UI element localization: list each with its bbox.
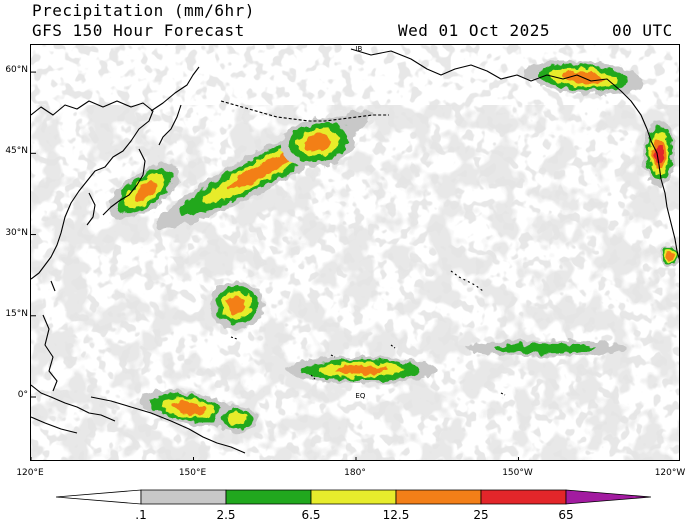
colorbar-label: 2.5	[216, 508, 236, 522]
precipitation-map	[30, 44, 680, 461]
colorbar-label: 25	[473, 508, 489, 522]
colorbar-segment	[140, 489, 227, 505]
colorbar-segment	[225, 489, 312, 505]
lon-label: 120°E	[16, 468, 44, 478]
itcz-east-level-2	[495, 343, 596, 354]
valid-date: Wed 01 Oct 2025	[398, 21, 550, 40]
map-annotation: EQ	[355, 392, 366, 400]
map-canvas	[31, 45, 679, 460]
colorbar-label: 6.5	[301, 508, 321, 522]
coastline-hawaii	[450, 270, 484, 292]
lat-label: 60°N	[5, 65, 28, 76]
colorbar-label: .1	[135, 508, 147, 522]
lon-label: 120°W	[654, 468, 686, 478]
colorbar-label: 12.5	[382, 508, 410, 522]
storm-north-pacific-core-level-4	[305, 133, 332, 152]
storm-itcz-central-level-4	[335, 365, 388, 375]
colorbar-segment	[56, 489, 142, 505]
lon-label: 150°E	[178, 468, 207, 478]
storm-solomon-level-3	[227, 412, 247, 425]
storm-new-guinea	[139, 389, 237, 426]
colorbar-segment	[310, 489, 397, 505]
chart-title: Precipitation (mm/6hr)	[32, 1, 255, 20]
coastline-alaska	[350, 48, 668, 208]
lat-label: 0°	[17, 390, 28, 400]
coastline-kamchatka	[150, 66, 200, 146]
colorbar-segment	[480, 489, 567, 505]
lat-label: 30°N	[5, 227, 28, 238]
storm-off-mexico	[659, 245, 679, 268]
forecast-subtitle: GFS 150 Hour Forecast	[32, 21, 245, 40]
coastline-west-north-america	[666, 206, 679, 261]
colorbar-segment	[565, 489, 651, 505]
storm-japan-level-4	[132, 181, 157, 201]
colorbar-segment	[395, 489, 482, 505]
storm-north-pacific-core	[280, 117, 356, 168]
storm-north-pacific-band-level-4	[226, 148, 302, 191]
coastline-borneo-indonesia	[31, 384, 116, 434]
coastline-japan	[102, 148, 146, 216]
storm-pacific-northwest	[643, 120, 676, 186]
storm-solomon	[215, 405, 259, 433]
itcz-east	[464, 340, 627, 357]
storm-new-guinea-level-4	[171, 401, 205, 415]
map-annotation: IB	[355, 45, 363, 54]
lon-label: 150°W	[502, 468, 533, 478]
coastline-asia	[31, 100, 154, 280]
storm-west-pacific-level-4	[227, 296, 247, 314]
storm-itcz-central	[285, 356, 438, 384]
coastline-new-guinea	[90, 396, 246, 454]
storm-japan	[109, 163, 180, 220]
coastline-korea	[86, 192, 96, 226]
valid-time: 00 UTC	[612, 21, 673, 40]
coastline-taiwan-philippines	[42, 280, 58, 392]
lon-label: 180°	[344, 468, 366, 478]
lat-label: 45°N	[5, 146, 28, 157]
storm-pacific-northwest-level-5	[654, 144, 664, 163]
coastline-aleutians	[220, 100, 389, 122]
storm-off-mexico-level-4	[666, 252, 674, 260]
colorbar-label: 65	[558, 508, 574, 522]
precipitation-colorbar	[56, 489, 651, 505]
storm-west-pacific	[209, 280, 264, 330]
lat-label: 15°N	[5, 308, 28, 319]
